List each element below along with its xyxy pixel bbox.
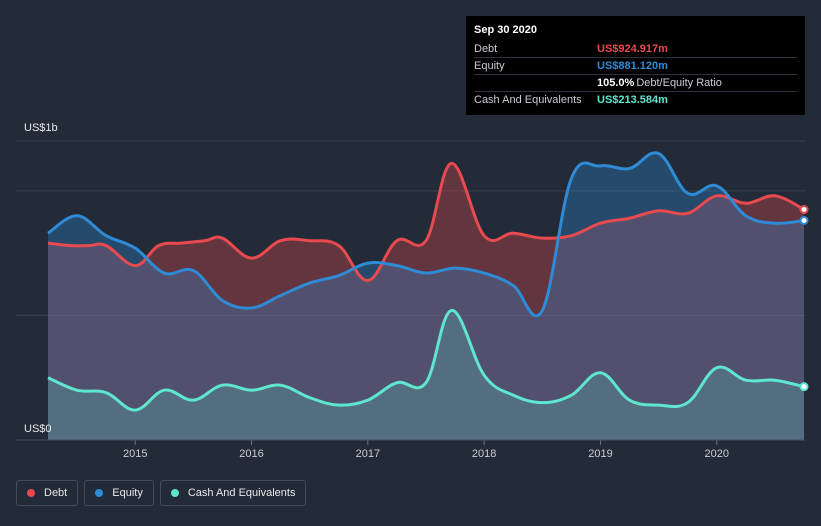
legend: Debt Equity Cash And Equivalents	[16, 480, 307, 506]
x-tick-label: 2018	[472, 448, 496, 460]
legend-label: Equity	[112, 487, 143, 499]
debt-line	[47, 161, 805, 283]
legend-dot-icon	[95, 489, 104, 497]
y-axis-top-label: US$1b	[24, 122, 58, 134]
cash-area	[48, 310, 804, 440]
tooltip: Sep 30 2020 Debt US$924.917m Equity US$8…	[466, 16, 805, 115]
tooltip-label: Cash And Equivalents	[474, 94, 582, 106]
legend-dot-icon	[170, 489, 179, 497]
equity-end-marker	[799, 215, 809, 225]
equity-line	[47, 151, 805, 318]
x-tick-label: 2020	[705, 448, 729, 460]
legend-dot-icon	[27, 489, 35, 497]
tooltip-value: US$213.584m	[597, 94, 668, 106]
legend-item-cash[interactable]: Cash And Equivalents	[159, 480, 307, 506]
tooltip-ratio-label: Debt/Equity Ratio	[636, 77, 722, 89]
legend-item-equity[interactable]: Equity	[84, 480, 154, 506]
debt-area	[48, 163, 804, 440]
tooltip-date: Sep 30 2020	[474, 24, 537, 36]
x-tick-label: 2017	[356, 448, 380, 460]
x-tick-label: 2019	[588, 448, 612, 460]
tooltip-row-ratio: 105.0% Debt/Equity Ratio	[474, 75, 797, 92]
tooltip-value: US$924.917m	[597, 43, 668, 55]
equity-area	[48, 152, 804, 441]
cash-line	[47, 308, 805, 412]
legend-item-debt[interactable]: Debt	[16, 480, 79, 506]
legend-label: Debt	[44, 487, 68, 499]
legend-label: Cash And Equivalents	[187, 487, 296, 499]
debt-end-marker	[799, 205, 809, 215]
y-axis-bottom-label: US$0	[24, 423, 52, 435]
tooltip-row-equity: Equity US$881.120m	[474, 58, 797, 75]
tooltip-label: Equity	[474, 60, 505, 72]
tooltip-row-debt: Debt US$924.917m	[474, 41, 797, 58]
x-tick-label: 2016	[239, 448, 263, 460]
tooltip-value: 105.0%	[597, 77, 635, 89]
cash-end-marker	[799, 382, 809, 392]
x-tick-label: 2015	[123, 448, 147, 460]
tooltip-label	[474, 75, 597, 91]
tooltip-label: Debt	[474, 43, 498, 55]
tooltip-row-cash: Cash And Equivalents US$213.584m	[474, 92, 797, 108]
tooltip-value: US$881.120m	[597, 60, 668, 72]
